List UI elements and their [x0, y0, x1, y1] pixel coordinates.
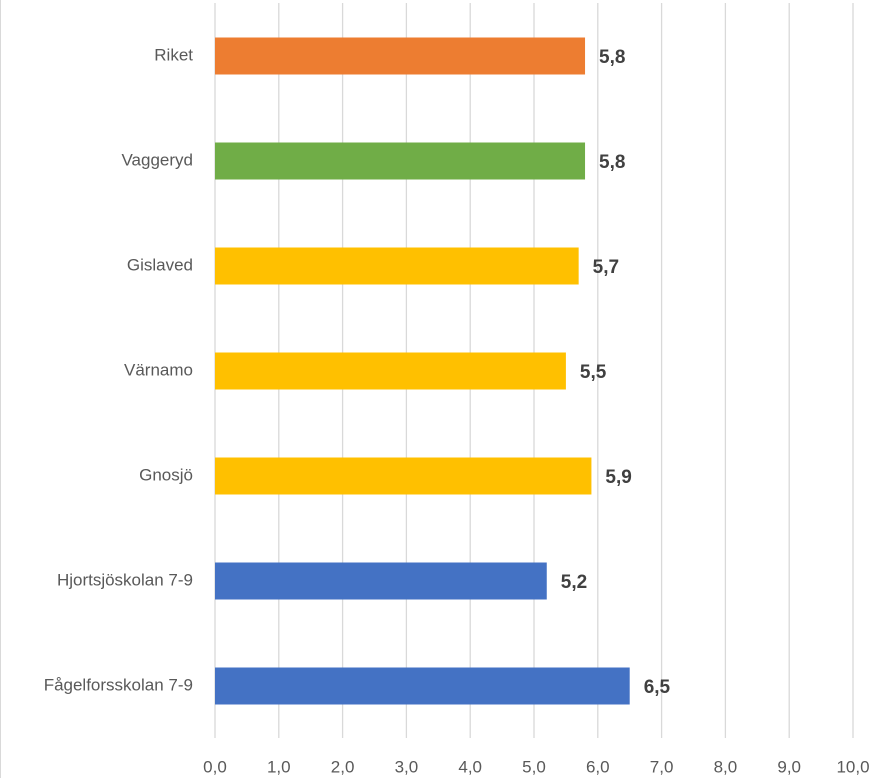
- bar: [215, 562, 547, 600]
- bar: [215, 352, 566, 390]
- x-tick-label: 7,0: [650, 757, 674, 776]
- value-label: 5,7: [593, 257, 619, 278]
- y-tick-label: Fågelforsskolan 7-9: [44, 675, 193, 694]
- y-tick-label: Hjortsjöskolan 7-9: [57, 570, 193, 589]
- y-tick-label: Gislaved: [127, 255, 193, 274]
- y-tick-label: Vaggeryd: [121, 150, 193, 169]
- bar: [215, 247, 579, 285]
- y-tick-label: Gnosjö: [139, 465, 193, 484]
- x-tick-label: 5,0: [522, 757, 546, 776]
- bar: [215, 37, 586, 75]
- value-label: 5,2: [561, 572, 587, 593]
- value-label: 5,9: [605, 467, 631, 488]
- x-tick-label: 3,0: [395, 757, 419, 776]
- y-tick-label: Riket: [154, 45, 193, 64]
- x-tick-label: 2,0: [331, 757, 355, 776]
- x-tick-label: 10,0: [836, 757, 869, 776]
- bar: [215, 457, 592, 495]
- x-tick-label: 6,0: [586, 757, 610, 776]
- value-label: 6,5: [644, 677, 671, 698]
- x-tick-label: 9,0: [777, 757, 801, 776]
- value-label: 5,5: [580, 362, 607, 383]
- y-tick-label: Värnamo: [124, 360, 193, 379]
- x-tick-label: 4,0: [458, 757, 482, 776]
- x-tick-label: 0,0: [203, 757, 227, 776]
- bar: [215, 142, 586, 180]
- x-tick-label: 1,0: [267, 757, 291, 776]
- x-tick-label: 8,0: [714, 757, 738, 776]
- bar: [215, 667, 630, 705]
- value-label: 5,8: [599, 152, 625, 173]
- value-label: 5,8: [599, 47, 625, 68]
